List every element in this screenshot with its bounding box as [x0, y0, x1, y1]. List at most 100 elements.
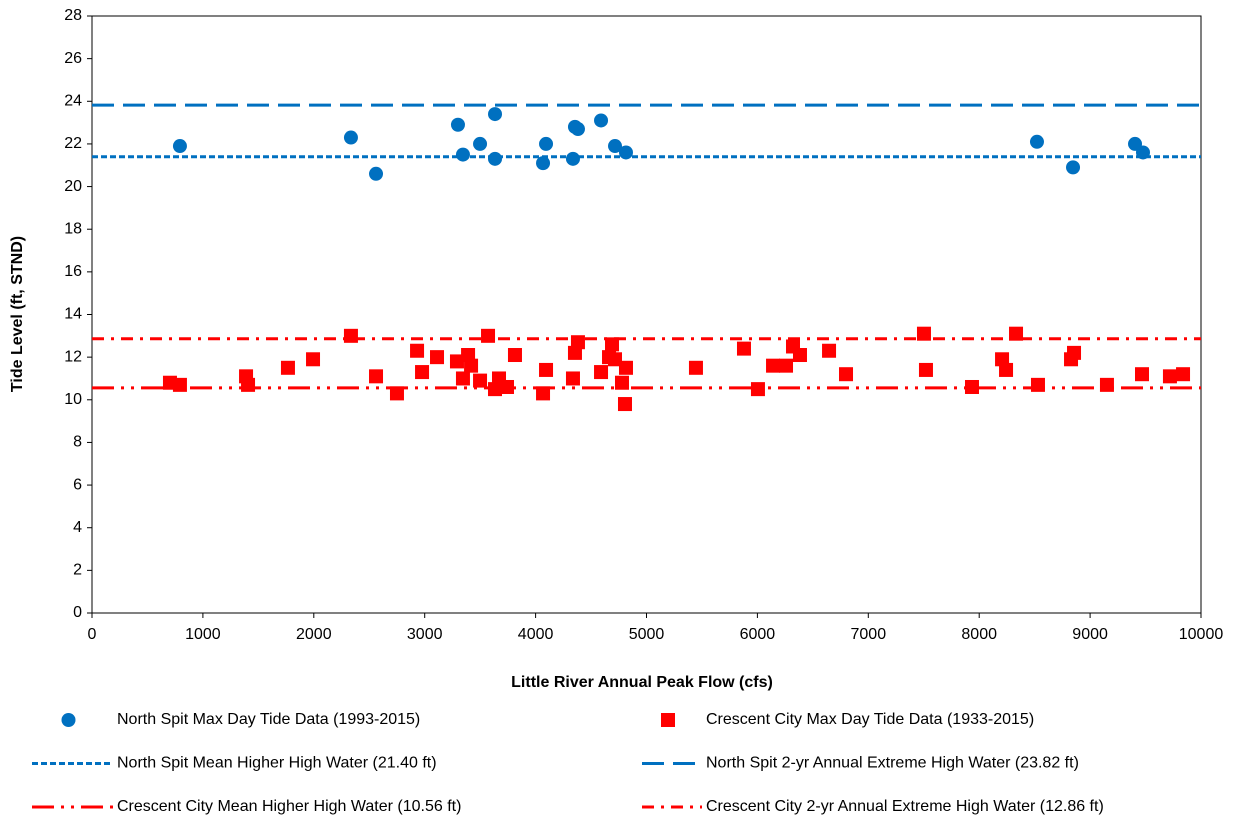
data-point — [455, 147, 470, 162]
data-point — [539, 136, 554, 151]
y-tick-label: 20 — [64, 178, 82, 195]
data-point — [455, 371, 470, 386]
data-point — [766, 358, 781, 373]
data-point — [736, 341, 751, 356]
data-point — [918, 362, 933, 377]
x-tick-label: 1000 — [185, 626, 221, 643]
legend-marker — [61, 713, 76, 727]
data-point — [1030, 377, 1045, 392]
data-point — [410, 343, 425, 358]
y-tick-label: 10 — [64, 391, 82, 408]
x-tick-label: 3000 — [407, 626, 443, 643]
legend-label: Crescent City Mean Higher High Water (10… — [117, 798, 461, 815]
data-point — [241, 377, 256, 392]
x-tick-label: 7000 — [851, 626, 887, 643]
data-point — [389, 386, 404, 401]
data-point — [688, 360, 703, 375]
data-point — [449, 354, 464, 369]
y-tick-label: 24 — [64, 93, 82, 110]
data-point — [617, 397, 632, 412]
x-tick-label: 5000 — [629, 626, 665, 643]
data-point — [594, 365, 609, 380]
y-tick-label: 18 — [64, 220, 82, 237]
data-point — [822, 343, 837, 358]
y-tick-label: 14 — [64, 306, 82, 323]
data-point — [1029, 134, 1044, 149]
data-point — [306, 352, 321, 367]
data-point — [792, 348, 807, 363]
data-point — [369, 166, 384, 181]
data-point — [779, 358, 794, 373]
x-tick-label: 4000 — [518, 626, 554, 643]
legend-marker — [661, 713, 675, 727]
data-point — [608, 139, 623, 154]
data-point — [536, 386, 551, 401]
data-point — [916, 326, 931, 341]
data-point — [839, 367, 854, 382]
data-point — [614, 375, 629, 390]
data-point — [430, 350, 445, 365]
legend-label: Crescent City Max Day Tide Data (1933-20… — [706, 711, 1034, 728]
data-point — [570, 122, 585, 137]
data-point — [995, 352, 1010, 367]
data-point — [1099, 377, 1114, 392]
y-tick-label: 4 — [73, 519, 82, 536]
data-point — [536, 156, 551, 171]
data-point — [1162, 369, 1177, 384]
data-point — [1066, 160, 1081, 175]
x-tick-label: 10000 — [1179, 626, 1224, 643]
data-point — [343, 130, 358, 145]
data-point — [280, 360, 295, 375]
data-point — [488, 382, 503, 397]
y-tick-label: 26 — [64, 50, 82, 67]
x-tick-label: 9000 — [1072, 626, 1108, 643]
y-tick-label: 2 — [73, 562, 82, 579]
y-tick-label: 12 — [64, 348, 82, 365]
data-point — [481, 328, 496, 343]
x-tick-label: 8000 — [961, 626, 997, 643]
legend-label: North Spit Mean Higher High Water (21.40… — [117, 755, 437, 772]
x-tick-label: 0 — [88, 626, 97, 643]
data-point — [369, 369, 384, 384]
data-point — [507, 348, 522, 363]
data-point — [415, 365, 430, 380]
data-point — [565, 371, 580, 386]
y-tick-label: 22 — [64, 135, 82, 152]
data-point — [567, 345, 582, 360]
data-point — [1135, 145, 1150, 160]
x-tick-label: 2000 — [296, 626, 332, 643]
data-point — [172, 377, 187, 392]
data-point — [608, 352, 623, 367]
data-point — [172, 139, 187, 154]
data-point — [618, 145, 633, 160]
data-point — [539, 362, 554, 377]
y-tick-label: 0 — [73, 604, 82, 621]
legend-label: Crescent City 2-yr Annual Extreme High W… — [706, 798, 1104, 815]
data-point — [570, 335, 585, 350]
data-point — [473, 136, 488, 151]
x-axis-label: Little River Annual Peak Flow (cfs) — [511, 674, 773, 691]
data-point — [461, 348, 476, 363]
data-point — [343, 328, 358, 343]
y-axis-label: Tide Level (ft, STND) — [9, 236, 26, 392]
data-point — [605, 337, 620, 352]
legend-label: North Spit 2-yr Annual Extreme High Wate… — [706, 755, 1079, 772]
data-point — [1067, 345, 1082, 360]
data-point — [618, 360, 633, 375]
x-tick-label: 6000 — [740, 626, 776, 643]
data-point — [473, 373, 488, 388]
data-point — [499, 379, 514, 394]
data-point — [1009, 326, 1024, 341]
y-tick-label: 16 — [64, 263, 82, 280]
data-point — [594, 113, 609, 128]
data-point — [1135, 367, 1150, 382]
data-point — [750, 382, 765, 397]
data-point — [964, 379, 979, 394]
data-point — [1176, 367, 1191, 382]
y-tick-label: 8 — [73, 434, 82, 451]
data-point — [450, 117, 465, 132]
data-point — [464, 358, 479, 373]
data-point — [999, 362, 1014, 377]
data-point — [488, 107, 503, 122]
